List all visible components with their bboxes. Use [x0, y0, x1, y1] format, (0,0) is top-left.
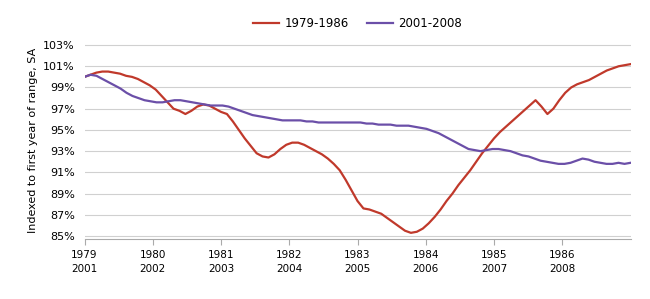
Y-axis label: Indexed to first year of range, SA: Indexed to first year of range, SA [27, 48, 38, 233]
1979-1986 [170, 107, 177, 111]
2001-2008 [519, 154, 526, 157]
1979-1986 [81, 75, 88, 79]
1979-1986 [152, 88, 160, 91]
Text: 1980: 1980 [140, 250, 166, 260]
2001-2008 [554, 162, 562, 166]
1979-1986 [520, 109, 528, 113]
2001-2008 [81, 75, 88, 79]
Text: 1986: 1986 [549, 250, 575, 260]
Text: 1984: 1984 [413, 250, 439, 260]
Text: 1983: 1983 [344, 250, 370, 260]
2001-2008 [513, 152, 521, 155]
Text: 2008: 2008 [549, 264, 575, 274]
1979-1986 [193, 105, 201, 108]
1979-1986 [627, 62, 634, 66]
Text: 1985: 1985 [481, 250, 507, 260]
Text: 2005: 2005 [344, 264, 370, 274]
Text: 2003: 2003 [208, 264, 234, 274]
Text: 2001: 2001 [72, 264, 98, 274]
1979-1986 [466, 168, 474, 172]
Text: 2007: 2007 [481, 264, 507, 274]
2001-2008 [627, 161, 634, 165]
Line: 2001-2008: 2001-2008 [84, 75, 630, 164]
2001-2008 [489, 147, 497, 151]
2001-2008 [525, 155, 532, 158]
Text: 2002: 2002 [140, 264, 166, 274]
2001-2008 [86, 73, 94, 77]
2001-2008 [543, 160, 551, 164]
1979-1986 [407, 231, 415, 235]
Text: 2004: 2004 [276, 264, 302, 274]
Line: 1979-1986: 1979-1986 [84, 64, 630, 233]
Text: 1982: 1982 [276, 250, 302, 260]
2001-2008 [411, 125, 419, 129]
Text: 1979: 1979 [72, 250, 98, 260]
Text: 1981: 1981 [208, 250, 234, 260]
Legend: 1979-1986, 2001-2008: 1979-1986, 2001-2008 [248, 12, 467, 35]
Text: 2006: 2006 [413, 264, 439, 274]
1979-1986 [354, 199, 361, 203]
